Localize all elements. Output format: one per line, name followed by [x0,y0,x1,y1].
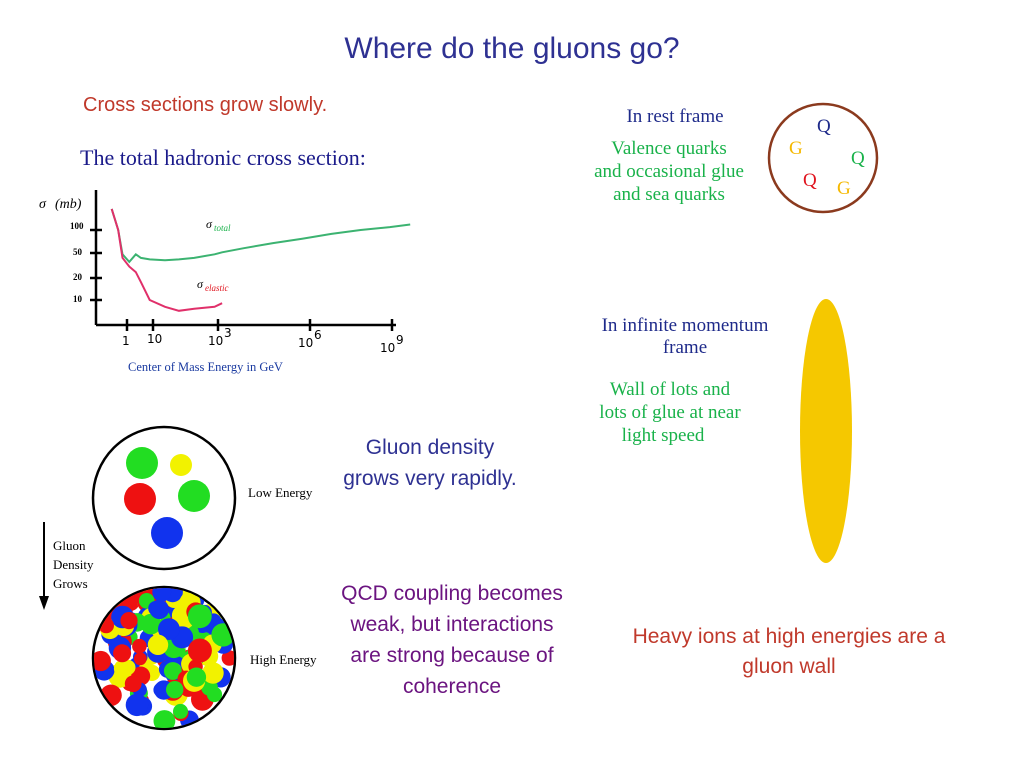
x-tick-exponent: 6 [314,328,322,342]
gluon-blob [173,703,188,719]
rest-frame-proton: Q G Q Q G [767,102,879,214]
quark-label: Q [817,116,831,137]
proton-outline [767,102,879,214]
infinite-frame-line: lots of glue at near [599,402,741,423]
series-label-total: total [214,223,231,233]
x-tick-exponent: 3 [224,326,232,340]
infinite-frame-heading-line: frame [662,337,708,358]
gluon-blob [132,638,147,654]
x-tick-label: 10 [298,336,313,350]
high-energy-label: High Energy [250,652,317,667]
infinite-frame-line: Wall of lots and [609,379,731,400]
series-line-elastic [110,208,223,312]
rest-frame-line: Valence quarks [611,138,727,159]
cross-sections-note: Cross sections grow slowly. [83,94,328,116]
density-arrow-label: Gluon Density Grows [53,536,93,593]
infinite-frame-heading: In infinite momentum frame [575,315,795,359]
gluon-blob [187,638,212,663]
gluon-blob [187,604,212,629]
gluon-blob [221,650,234,666]
slide-title: Where do the gluons go? [344,32,680,65]
x-tick-exponent: 9 [396,333,404,347]
y-axis-unit: (mb) [55,197,82,212]
x-tick-label: 10 [147,332,162,346]
gluon-wall-ellipse [800,299,852,563]
rest-frame-line: and sea quarks [613,184,725,205]
y-tick-label: 10 [73,294,83,304]
gluon-blob [186,667,207,687]
y-axis-symbol: σ [39,197,47,212]
infinite-frame-heading-line: In infinite momentum [601,315,769,336]
rest-frame-description: Valence quarks and occasional glue and s… [574,137,764,206]
low-energy-proton [91,425,237,571]
rest-frame-line: and occasional glue [594,161,744,182]
x-tick-label: 10 [208,334,223,348]
gluon-blob [170,454,192,476]
gluon-wall [800,299,852,563]
gluon-blob [151,517,183,549]
gluon-blob [178,480,210,512]
low-energy-label: Low Energy [248,485,313,500]
series-line-total [110,208,411,264]
gluon-blob [166,681,184,699]
gluon-blob [94,650,111,672]
heavy-ions-note: Heavy ions at high energies are a gluon … [632,625,946,678]
density-arrow-line: Grows [53,576,88,591]
gluon-blob [120,612,138,630]
gluon-blob [124,483,156,515]
gluon-blob [125,693,149,717]
chart-title: The total hadronic cross section: [80,145,366,170]
y-ticks: 100 50 20 10 [70,221,102,304]
qcd-coupling-note: QCD coupling becomes weak, but interacti… [341,582,563,698]
gluon-label: G [789,138,803,159]
x-axis-label: Center of Mass Energy in GeV [128,360,283,374]
rest-frame-heading: In rest frame [626,106,724,127]
gluon-blob [163,662,182,680]
density-arrow-line: Density [53,557,94,572]
gluon-label: G [837,178,851,199]
gluon-blob [206,686,223,703]
x-tick-label: 10 [380,341,395,355]
gluon-blob [113,644,132,663]
gluon-blob [133,652,147,666]
gluon-density-note: Gluon density grows very rapidly. [343,436,517,490]
gluon-blob [152,588,172,602]
gluon-blob [158,618,180,640]
quark-label: Q [851,148,865,169]
series-label-elastic-symbol: σ [197,277,204,291]
gluon-blob [153,710,176,728]
y-tick-label: 100 [70,221,84,231]
infinite-frame-description: Wall of lots and lots of glue at near li… [580,378,760,447]
series-label-total-symbol: σ [206,217,213,231]
y-tick-label: 20 [73,272,83,282]
gluon-blob [147,634,169,655]
series-label-elastic: elastic [205,283,229,293]
density-arrow-line: Gluon [53,538,86,553]
density-arrow [39,522,49,610]
gluon-blob [124,675,142,693]
gluon-blob [149,599,169,620]
arrow-head [39,596,49,610]
gluon-blob [202,662,224,684]
x-tick-label: 1 [122,334,130,348]
cross-section-chart: The total hadronic cross section: σ (mb)… [39,145,411,374]
x-ticks: 1 10 10 3 10 6 10 9 [122,319,404,355]
gluon-blob [113,659,133,678]
y-tick-label: 50 [73,247,83,257]
high-energy-proton [91,585,237,731]
infinite-frame-line: light speed [621,425,705,446]
gluon-blob [140,613,162,635]
gluon-blob [126,447,158,479]
quark-label: Q [803,170,817,191]
gluon-blobs-dense [94,588,234,728]
